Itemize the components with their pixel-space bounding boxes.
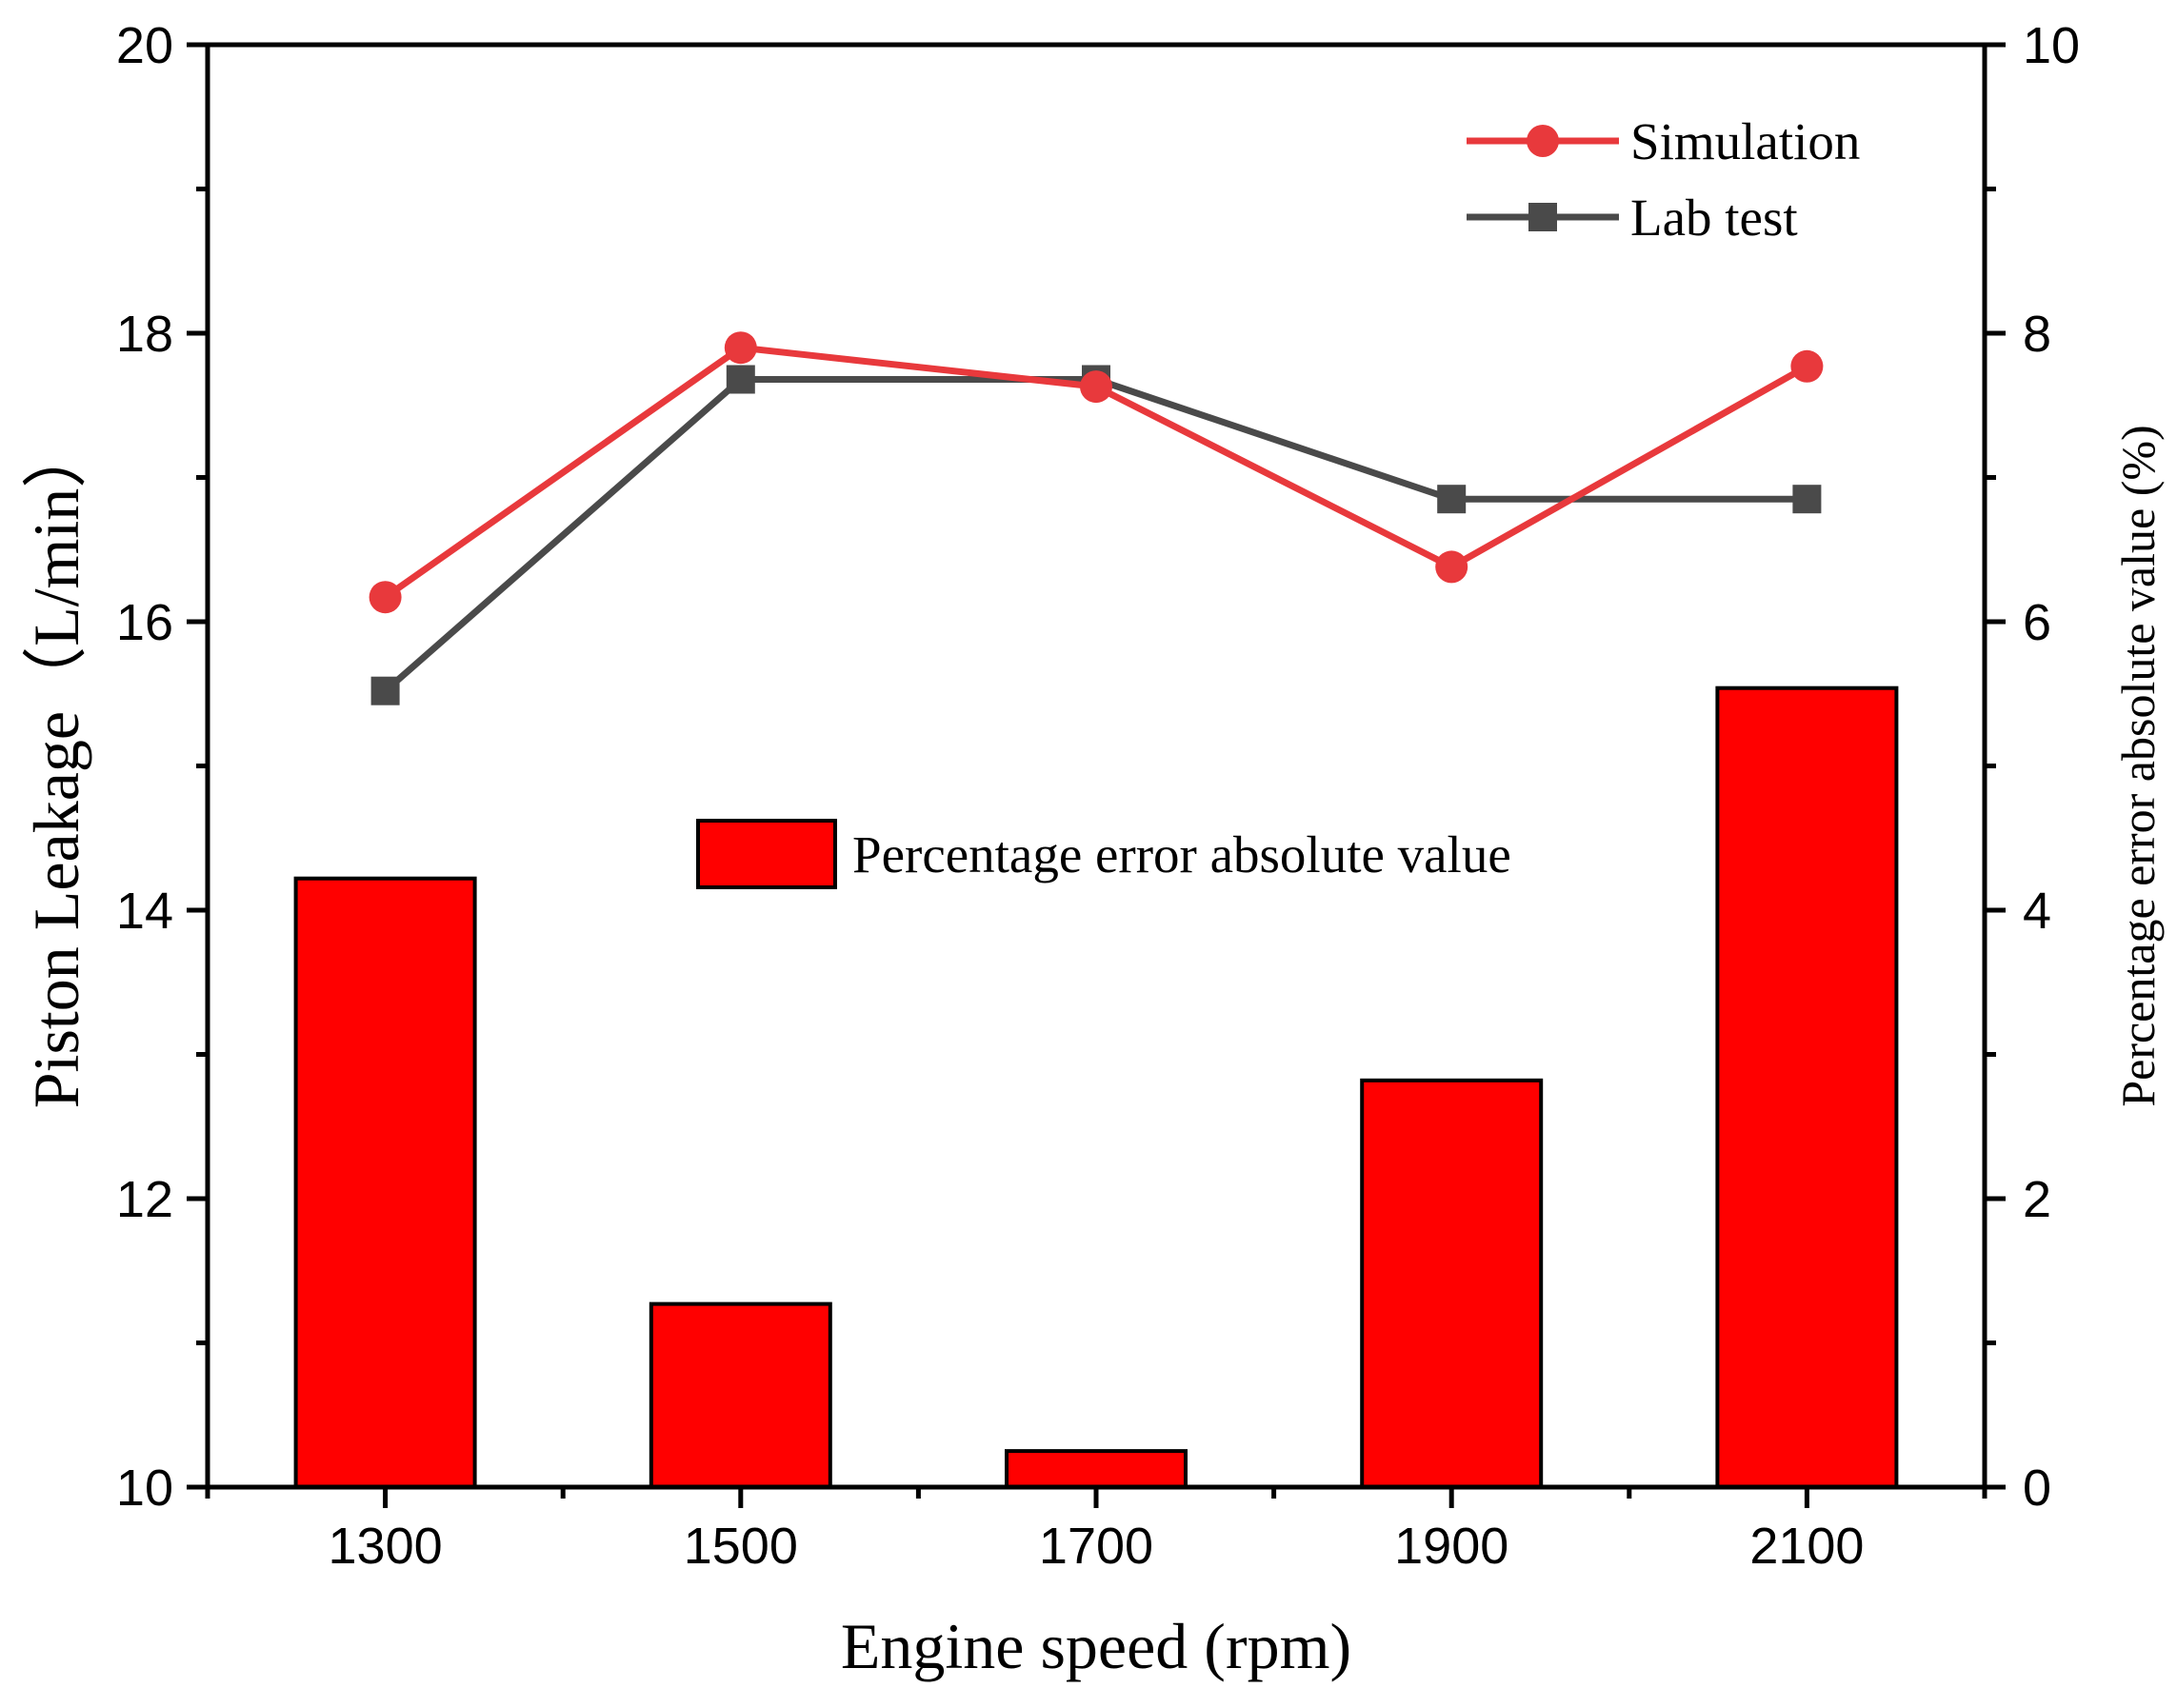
y-right-tick-label: 10: [2023, 17, 2080, 74]
x-tick-label: 1300: [329, 1518, 443, 1575]
x-tick-label: 1700: [1039, 1518, 1153, 1575]
legend-bar-label: Percentage error absolute value: [852, 825, 1511, 884]
simulation-point-1700: [1080, 370, 1112, 404]
lab-test-point-1300: [370, 676, 400, 705]
legend-lab-test-marker: [1528, 203, 1557, 231]
y-right-tick-label: 6: [2023, 594, 2051, 651]
lab-test-point-1500: [726, 365, 755, 394]
bars-layer: [293, 685, 1899, 1490]
y-right-tick-label: 0: [2023, 1460, 2051, 1517]
y-right-axis-title: Percentage error absolute value (%): [2111, 425, 2165, 1106]
legend-simulation-marker: [1527, 125, 1559, 157]
x-axis-title: Engine speed (rpm): [841, 1610, 1351, 1682]
y-right-tick-label: 8: [2023, 306, 2051, 363]
legend-layer: Simulation Lab test Percentage error absol…: [696, 112, 1860, 889]
bar-1300: [293, 876, 477, 1489]
lab-test-point-2100: [1792, 485, 1822, 514]
lines-layer: [369, 331, 1824, 705]
axes-layer: [187, 42, 2006, 1508]
bar-1700: [1005, 1449, 1188, 1489]
lab-test-line: [383, 376, 1808, 694]
legend-bar-swatch: [696, 819, 837, 889]
y-left-tick-label: 16: [116, 594, 173, 651]
bar-1900: [1360, 1078, 1544, 1490]
legend-lab-test-label: Lab test: [1630, 189, 1798, 247]
y-left-tick-label: 14: [116, 883, 173, 940]
y-left-tick-label: 10: [116, 1460, 173, 1517]
legend-simulation-label: Simulation: [1630, 112, 1860, 170]
x-tick-label: 2100: [1749, 1518, 1864, 1575]
y-left-tick-label: 12: [116, 1171, 173, 1228]
y-left-tick-label: 20: [116, 17, 173, 74]
simulation-point-1900: [1435, 550, 1468, 584]
y-left-tick-label: 18: [116, 306, 173, 363]
y-right-tick-label: 4: [2023, 883, 2051, 940]
simulation-point-2100: [1790, 349, 1824, 383]
y-right-tick-label: 2: [2023, 1171, 2051, 1228]
x-tick-label: 1900: [1394, 1518, 1508, 1575]
x-tick-label: 1500: [684, 1518, 798, 1575]
simulation-point-1500: [724, 331, 757, 365]
lab-test-point-1900: [1437, 485, 1467, 514]
y-left-axis-title: Piston Leakage（L/min）: [20, 424, 92, 1109]
labels-layer: 10 0 12 2 14 4 16 6 18 8 20 10 1300 1500 1700 1900 2100 E…: [20, 17, 2165, 1682]
simulation-point-1300: [369, 581, 402, 614]
bar-2100: [1715, 685, 1899, 1489]
bar-1500: [649, 1301, 832, 1489]
